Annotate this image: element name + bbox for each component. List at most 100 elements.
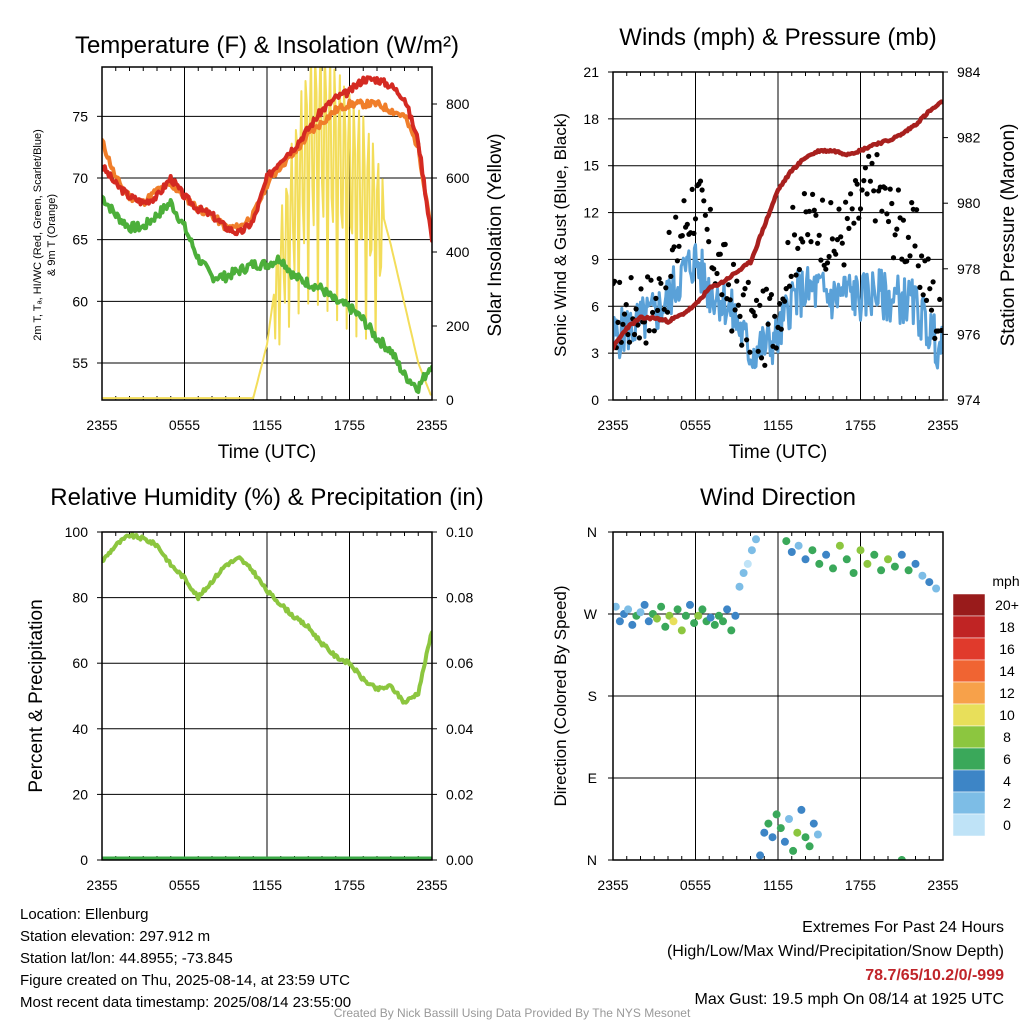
legend-label: 20+ <box>995 597 1019 613</box>
gust-point <box>617 279 623 285</box>
rh-line <box>102 532 432 705</box>
wind-ytick-label-right: 974 <box>957 392 981 408</box>
direction-point <box>911 559 920 568</box>
gust-point <box>777 301 783 307</box>
temp-panel: 55 60 65 70 75 2355 0555 1155 1755 2355 0 200 400 600… <box>72 66 470 433</box>
gust-point <box>818 257 824 263</box>
gust-point <box>907 253 913 259</box>
wind-xtick-label: 2355 <box>927 417 958 433</box>
temp-ytick-label-left: 60 <box>72 293 88 309</box>
wind-xtick-label: 1755 <box>845 417 876 433</box>
temp-series <box>102 67 432 400</box>
direction-point <box>673 605 682 614</box>
speed-legend: mph 20+ 18 16 14 12 10 8 6 4 2 0 <box>952 573 1020 837</box>
direction-point <box>681 611 690 620</box>
gust-point <box>914 207 920 213</box>
gust-point <box>673 214 679 220</box>
gust-point <box>740 292 746 298</box>
gust-point <box>628 275 634 281</box>
dir-ytick-label: W <box>584 606 598 622</box>
wind-ytick-label-left: 15 <box>583 158 599 174</box>
extremes-values: 78.7/65/10.2/0/-999 <box>865 967 1004 984</box>
gust-point <box>706 239 712 245</box>
wind-ylabel-right: Station Pressure (Maroon) <box>998 124 1019 347</box>
gust-point <box>762 362 768 368</box>
legend-swatch <box>952 659 986 683</box>
gust-point <box>711 266 717 272</box>
gust-point <box>692 216 699 222</box>
legend-label: 0 <box>1003 817 1011 833</box>
temp-xtick-label: 2355 <box>416 417 447 433</box>
direction-point <box>636 608 645 617</box>
gust-point <box>668 273 674 279</box>
direction-point <box>747 546 756 555</box>
gust-point <box>768 292 775 298</box>
wind-ytick-label-left: 6 <box>591 298 599 314</box>
gust-point <box>735 302 742 308</box>
temp-ytick-label-left: 75 <box>72 108 88 124</box>
gust-point <box>635 322 641 328</box>
gust-point <box>790 204 796 210</box>
direction-point <box>776 824 785 833</box>
rh-ytick-label-left: 40 <box>72 721 88 737</box>
wind-ytick-label-left: 21 <box>583 64 599 80</box>
direction-point <box>706 613 715 622</box>
direction-point <box>752 535 760 544</box>
gust-point <box>651 328 657 334</box>
gust-point <box>732 307 738 313</box>
wind-ytick-label-right: 982 <box>957 130 981 146</box>
gust-point <box>925 256 931 262</box>
gust-point <box>707 206 714 212</box>
gust-point <box>871 188 877 194</box>
wind-xlabel: Time (UTC) <box>729 442 828 463</box>
gust-point <box>674 258 681 264</box>
gust-point <box>819 197 826 203</box>
direction-point <box>694 611 703 620</box>
gust-point <box>841 262 847 268</box>
legend-title: mph <box>992 573 1019 589</box>
direction-point <box>789 846 798 855</box>
legend-swatch <box>952 791 986 815</box>
direction-point <box>793 828 802 837</box>
dir-points <box>613 535 941 860</box>
wind-xtick-label: 0555 <box>680 417 711 433</box>
gust-point <box>681 198 687 204</box>
gust-point <box>704 226 710 232</box>
gust-point <box>844 215 850 222</box>
gust-point <box>638 286 644 292</box>
gust-point <box>815 240 821 246</box>
direction-point <box>719 617 727 626</box>
gust-point <box>892 232 898 238</box>
gust-point <box>805 232 811 238</box>
gust-point <box>843 199 849 205</box>
gust-point <box>793 272 799 278</box>
legend-label: 8 <box>1003 729 1011 745</box>
temp-xtick-label: 2355 <box>86 417 117 433</box>
rh-ytick-label-left: 0 <box>80 852 88 868</box>
dir-ylabel-left: Direction (Colored By Speed) <box>551 585 570 806</box>
rh-xtick-label: 1155 <box>252 877 282 893</box>
wind-series <box>613 99 943 370</box>
rh-panel: 0 20 40 60 80 100 2355 0555 1155 1755 2355 0.00 0.02… <box>65 524 474 893</box>
gust-point <box>904 258 910 264</box>
gust-point <box>646 328 652 334</box>
gust-point <box>851 220 857 226</box>
rh-ytick-label-left: 60 <box>72 655 88 671</box>
rh-ytick-label-right: 0.02 <box>446 786 473 802</box>
gust-point <box>824 260 831 266</box>
rh-ytick-label-right: 0.04 <box>446 721 473 737</box>
gust-point <box>643 340 649 346</box>
rh-series <box>102 532 432 860</box>
gust-point <box>885 218 892 225</box>
gust-point <box>849 206 855 212</box>
direction-point <box>661 622 670 631</box>
gust-point <box>920 292 926 298</box>
gust-point <box>753 297 760 303</box>
temp-xlabel: Time (UTC) <box>218 442 317 463</box>
temp-ytick-label-left: 65 <box>72 232 88 248</box>
gust-point <box>666 229 672 235</box>
gust-point <box>927 286 933 292</box>
rh-ytick-label-right: 0.08 <box>446 590 473 606</box>
